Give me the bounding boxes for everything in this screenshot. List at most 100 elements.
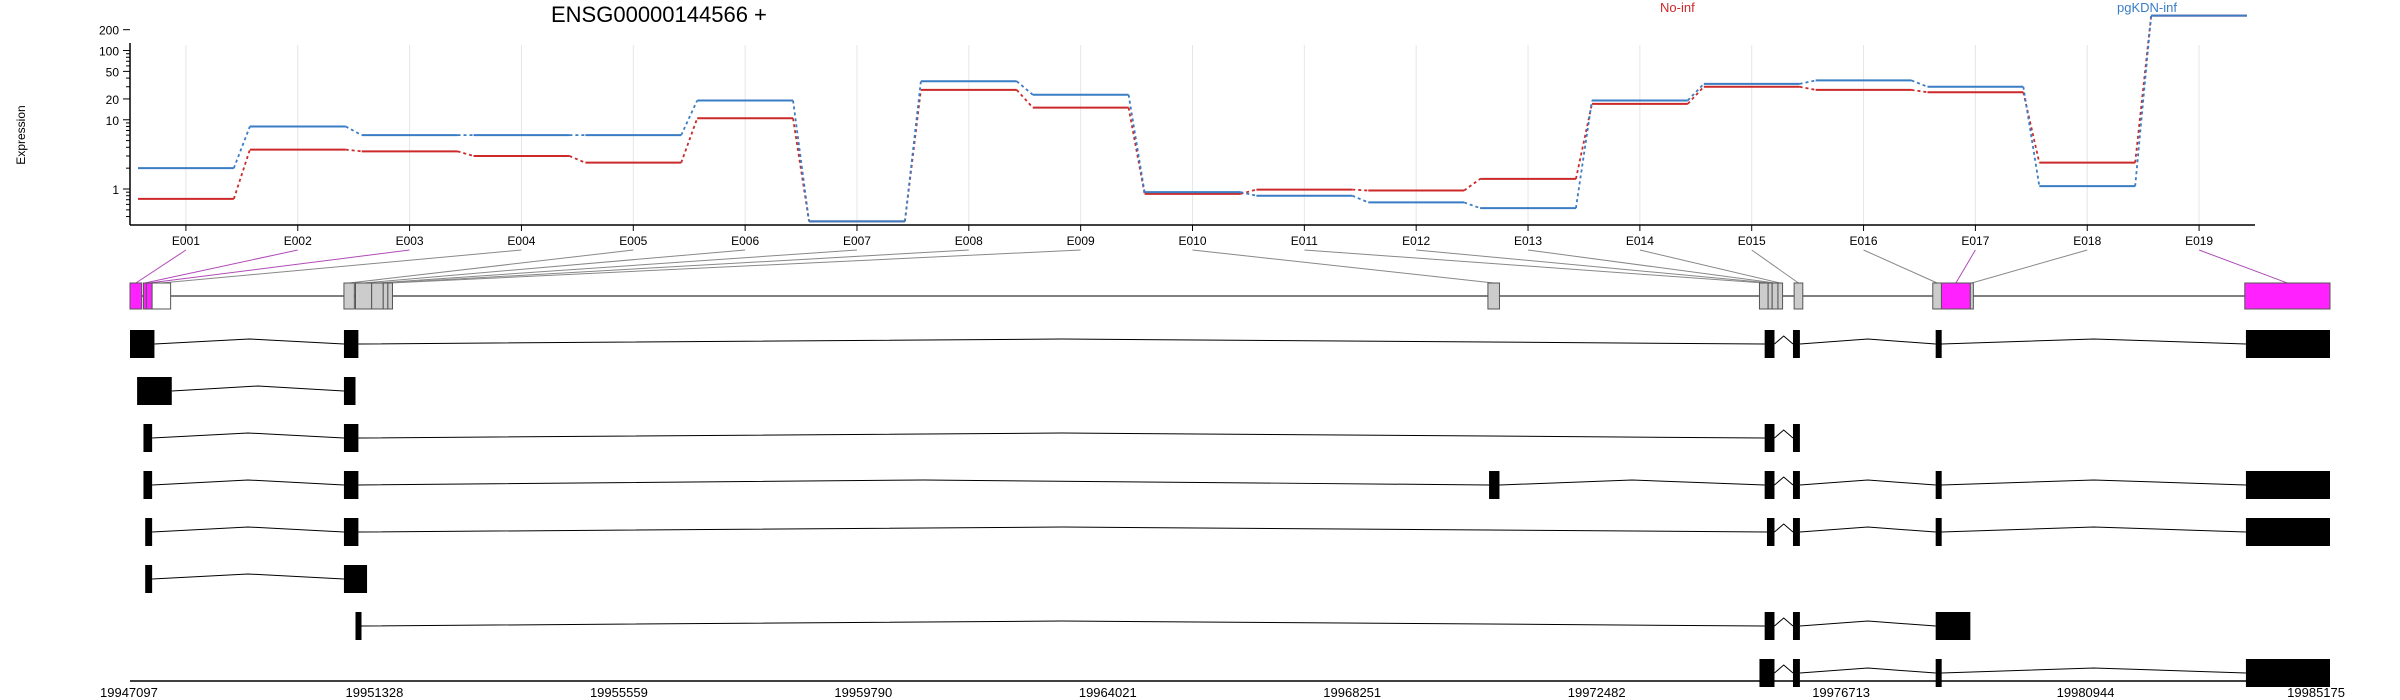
exon-connector: [149, 249, 410, 284]
transcript-exon: [1792, 659, 1800, 687]
series-connector: [569, 155, 586, 164]
series-connector: [1799, 85, 1816, 91]
exon-connector: [1751, 249, 1799, 284]
transcript-intron: [358, 479, 1490, 486]
gene-model-exon: [1932, 282, 1942, 310]
series-connector: [1687, 83, 1705, 102]
gene-model-exon: [1969, 282, 1974, 310]
transcript-exon: [2245, 330, 2330, 358]
exon-connector: [1527, 249, 1776, 284]
exon-connector: [1304, 249, 1764, 284]
x-axis: E001 E002 E003 E004 E005 E006 E007 E008 E009 E010…: [130, 224, 2255, 248]
exon-connectors: [135, 249, 2288, 284]
gene-model-exon: [145, 282, 153, 310]
y-tick-label: 200: [99, 24, 119, 38]
transcript-exon: [343, 518, 359, 546]
x-tick-label: E012: [1402, 234, 1430, 248]
transcript-exon: [1764, 424, 1775, 452]
series-connector: [457, 150, 474, 157]
exon-connector: [363, 249, 746, 284]
series-lines: [138, 14, 2247, 223]
transcript-exon: [143, 424, 153, 452]
transcript-intron: [1774, 664, 1794, 674]
transcript-intron: [152, 432, 344, 439]
x-tick-label: E009: [1067, 234, 1095, 248]
genomic-tick-label: 19955559: [590, 685, 648, 700]
vertical-grid: [185, 45, 2200, 225]
transcript-intron: [1941, 667, 2246, 674]
transcript-exon: [1792, 518, 1800, 546]
transcript-exon: [1935, 518, 1942, 546]
transcript-intron: [152, 479, 344, 486]
exon-connector: [144, 249, 298, 284]
transcript-exon: [343, 424, 359, 452]
series-connector: [232, 149, 251, 200]
genomic-tick-label: 19968251: [1323, 685, 1381, 700]
y-tick-label: 10: [106, 114, 120, 128]
transcript-intron: [1799, 620, 1936, 627]
gene-model-exon: [371, 282, 384, 310]
genomic-tick-label: 19972482: [1568, 685, 1626, 700]
exon-connector: [161, 249, 522, 284]
exon-connector: [2198, 249, 2288, 284]
genomic-axis: 19947097 19951328 19955559 19959790 19964021…: [100, 680, 2345, 700]
y-tick-label: 20: [106, 93, 120, 107]
transcript-exon: [1935, 330, 1942, 358]
transcript-intron: [1799, 338, 1936, 345]
series-connector: [345, 125, 363, 136]
genomic-tick-label: 19947097: [100, 685, 158, 700]
series-connector: [2134, 15, 2153, 187]
x-tick-label: E007: [843, 234, 871, 248]
series-connector: [680, 100, 699, 136]
transcript-exon: [1766, 518, 1775, 546]
transcript-exon: [343, 330, 359, 358]
transcript-exon: [145, 565, 153, 593]
transcript-exon: [343, 377, 356, 405]
transcript-exon: [1489, 471, 1500, 499]
transcript-intron: [358, 620, 1765, 627]
transcript-exon: [1935, 659, 1942, 687]
transcript-exon: [2245, 659, 2330, 687]
transcript-intron: [1941, 479, 2246, 486]
series-connector: [1575, 103, 1593, 180]
exon-connector: [390, 249, 1081, 284]
genomic-tick-label: 19964021: [1079, 685, 1137, 700]
transcript-exon: [1764, 612, 1775, 640]
genomic-tick-label: 19976713: [1812, 685, 1870, 700]
transcript-intron: [358, 432, 1765, 439]
x-tick-label: E011: [1291, 234, 1318, 248]
transcript-exon: [143, 471, 153, 499]
series-connector: [1799, 79, 1816, 85]
transcript-intron: [1774, 617, 1794, 627]
transcript-intron: [1799, 526, 1936, 533]
gene-model-exon: [1487, 282, 1500, 310]
genomic-tick-label: 19959790: [834, 685, 892, 700]
exon-connector: [1192, 249, 1494, 284]
series-connector: [233, 126, 251, 169]
transcript-intron: [1774, 523, 1794, 533]
x-tick-label: E006: [731, 234, 759, 248]
transcript-exon: [1792, 471, 1800, 499]
series-connector: [345, 148, 362, 153]
x-tick-label: E004: [507, 234, 535, 248]
series-connector: [1127, 94, 1146, 193]
transcript-intron: [154, 338, 344, 345]
transcript-exon: [1935, 471, 1942, 499]
series-connector: [904, 81, 922, 222]
genomic-tick-label: 19985175: [2287, 685, 2345, 700]
series-connector: [1463, 201, 1481, 209]
gene-model: [129, 282, 2331, 310]
transcript-intron: [1799, 479, 1936, 486]
gene-model-exon: [1793, 282, 1804, 310]
y-axis-label: Expression: [14, 105, 28, 164]
transcript-intron: [1774, 335, 1794, 345]
series-connector: [1016, 89, 1034, 109]
transcript-exon: [343, 565, 368, 593]
series-connector: [2134, 15, 2153, 163]
transcript-exon: [1792, 330, 1800, 358]
transcript-exon: [343, 471, 359, 499]
series-connector: [2022, 92, 2041, 163]
transcript-intron: [1499, 479, 1765, 486]
transcript-exon: [2245, 471, 2330, 499]
series-connector: [1127, 107, 1146, 195]
